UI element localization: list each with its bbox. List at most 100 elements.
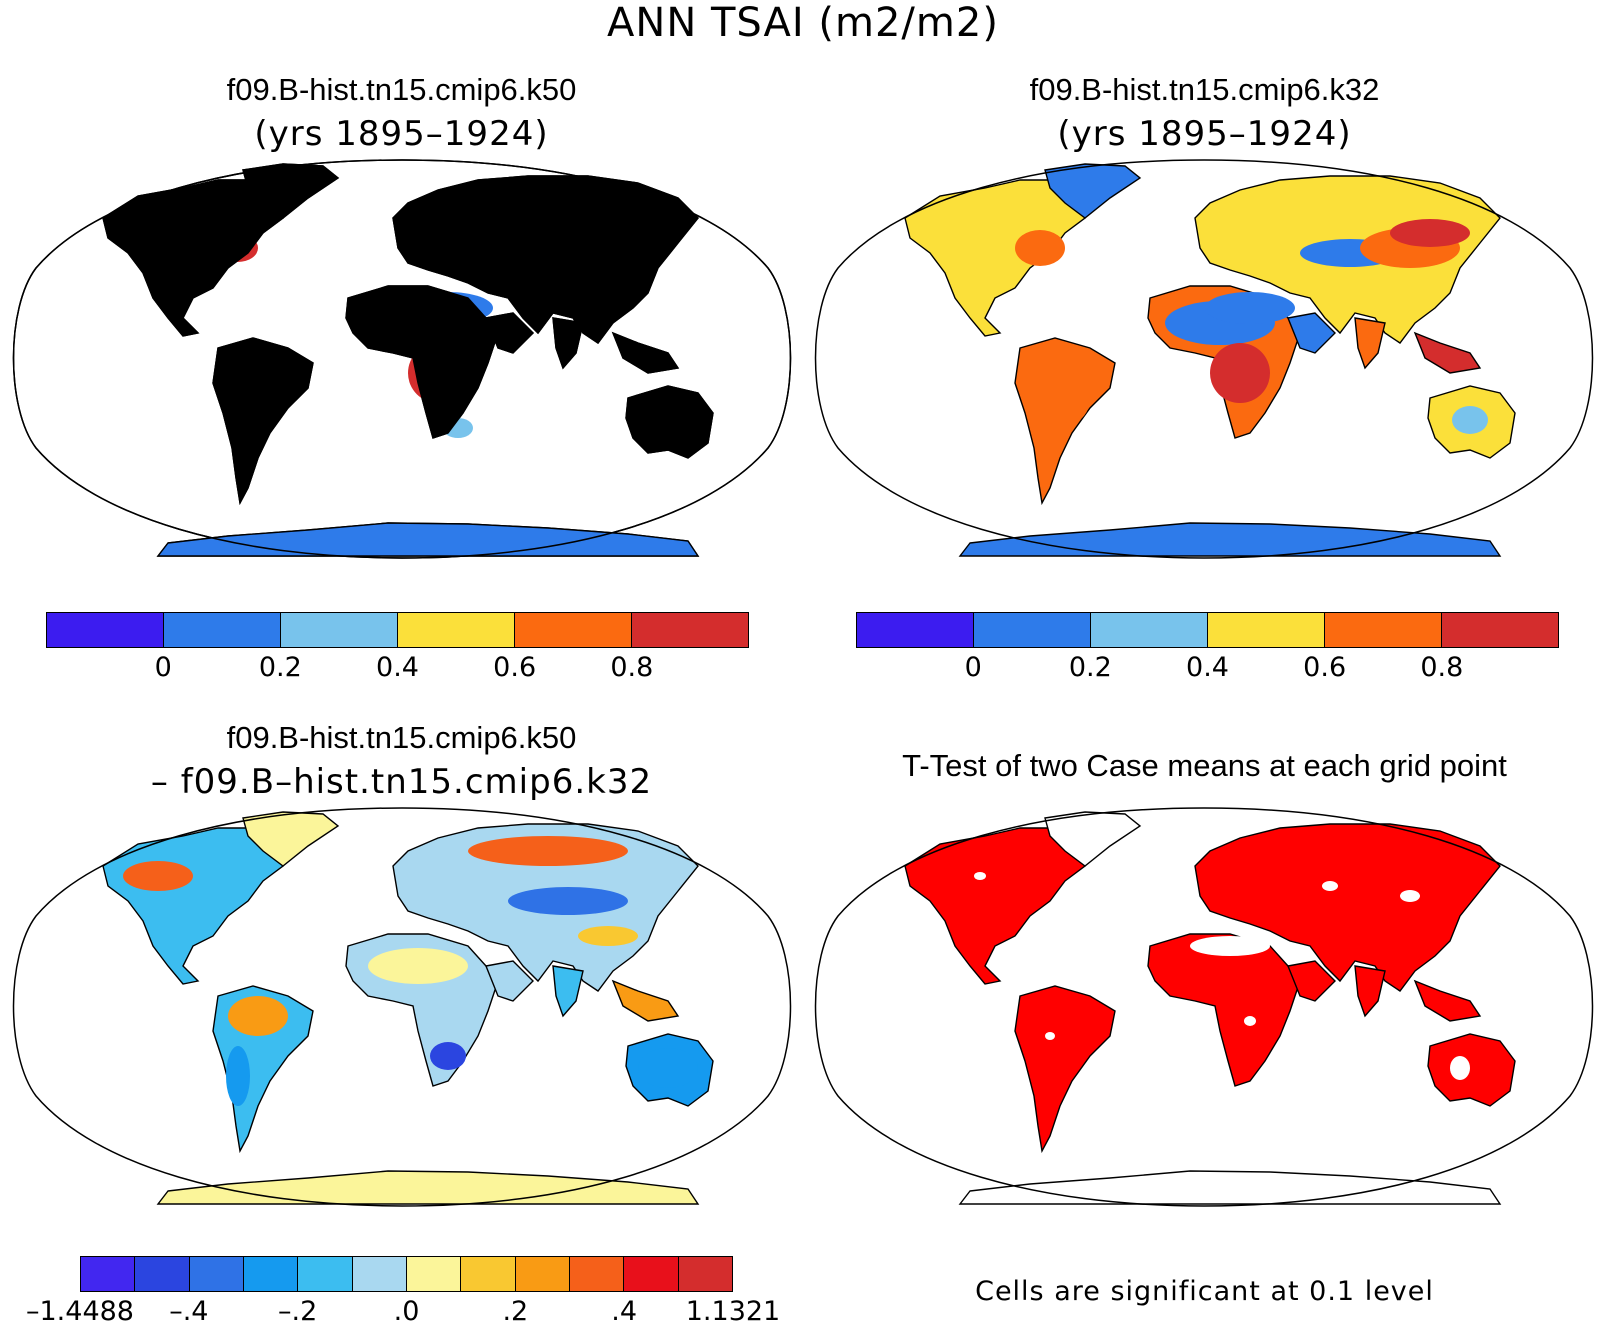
colorbar-tick-label: 0 [964, 652, 982, 683]
map-frame [12, 807, 792, 1207]
colorbar-k50 [46, 612, 749, 648]
colorbar-swatch [352, 1257, 407, 1291]
colorbar-swatch [398, 613, 515, 647]
colorbar-diff [80, 1256, 733, 1292]
colorbar-swatch [569, 1257, 625, 1291]
colorbar-tick-label: 0.8 [610, 652, 654, 683]
panel-k50-title: f09.B-hist.tn15.cmip6.k50 [226, 72, 577, 107]
ttest-antarctica [958, 1170, 1502, 1205]
colorbar-tick-label: 0.4 [1186, 652, 1229, 683]
panel-k32-title: f09.B-hist.tn15.cmip6.k32 [1029, 72, 1380, 107]
colorbar-swatch [406, 1257, 462, 1291]
colorbar-swatch [1442, 613, 1558, 647]
colorbar-tick-label: 0 [154, 652, 172, 683]
ttest-shading [974, 872, 986, 880]
colorbar-tick-label: 0.6 [1303, 652, 1347, 683]
colorbar-swatch [857, 613, 974, 647]
k32-namerica [904, 179, 1096, 337]
colorbar-swatch [189, 1257, 244, 1291]
colorbar-swatch [47, 613, 164, 647]
ttest-seasia [1413, 979, 1482, 1022]
colorbar-swatch [461, 1257, 516, 1291]
k32-shading [1050, 373, 1090, 423]
colorbar-swatch [281, 613, 398, 647]
ttest-shading [1190, 936, 1270, 956]
colorbar-swatch [1208, 613, 1325, 647]
map-ttest [814, 807, 1594, 1207]
k50-outline-namerica [102, 179, 294, 337]
colorbar-swatch [515, 613, 632, 647]
ttest-samerica [1014, 985, 1116, 1154]
k32-antarctica [958, 522, 1502, 557]
map-k50 [12, 159, 792, 559]
colorbar-tick-label: 0.8 [1420, 652, 1464, 683]
k32-shading [1205, 292, 1295, 324]
colorbar-tick-label: 0.2 [258, 652, 302, 683]
panel-diff-title: f09.B-hist.tn15.cmip6.k50 [226, 720, 577, 755]
colorbar-swatch [632, 613, 748, 647]
ttest-shading [1450, 1056, 1470, 1080]
panel-k50-subtitle: (yrs 1895–1924) [254, 114, 549, 154]
colorbar-k32 [856, 612, 1559, 648]
ttest-india [1354, 965, 1386, 1018]
ttest-shading [1045, 1032, 1055, 1040]
k50-outline-arabia [485, 312, 534, 354]
diff-antarctica [156, 1170, 700, 1205]
panel-ttest-title: T-Test of two Case means at each grid po… [902, 748, 1507, 783]
colorbar-swatch [164, 613, 281, 647]
diff-shading [123, 861, 193, 891]
k32-india [1354, 317, 1386, 370]
k50-outline-australia [625, 385, 714, 459]
colorbar-tick-label: –.2 [278, 1296, 318, 1327]
ttest-arabia [1287, 960, 1336, 1002]
ttest-shading [1400, 890, 1420, 902]
k50-outline-antarctica [156, 522, 700, 557]
colorbar-tick-label: 0.2 [1068, 652, 1112, 683]
colorbar-tick-label: .2 [502, 1296, 529, 1327]
ttest-shading [1244, 1016, 1256, 1026]
k50-outline-seasia [611, 331, 680, 374]
colorbar-tick-label: .0 [393, 1296, 420, 1327]
k50-outline-india [552, 317, 584, 370]
colorbar-swatch [974, 613, 1091, 647]
k50-outline-samerica [212, 337, 314, 506]
diff-shading [228, 996, 288, 1036]
diff-shading [430, 1042, 466, 1070]
diff-shading [226, 1046, 250, 1106]
panel-k32-subtitle: (yrs 1895–1924) [1057, 114, 1352, 154]
figure-title: ANN TSAI (m2/m2) [607, 0, 999, 46]
colorbar-tick-label: –1.4488 [26, 1296, 134, 1327]
k32-seasia [1413, 331, 1482, 374]
map-frame [814, 159, 1594, 559]
colorbar-tick-label: 1.1321 [685, 1296, 781, 1327]
k32-shading [1015, 230, 1065, 266]
diff-arabia [485, 960, 534, 1002]
colorbar-swatch [135, 1257, 190, 1291]
colorbar-tick-label: 0.4 [376, 652, 419, 683]
colorbar-tick-label: 0.6 [493, 652, 537, 683]
map-frame [12, 159, 792, 559]
map-frame [814, 807, 1594, 1207]
k50-outline-africa [345, 285, 499, 439]
ttest-namerica [904, 827, 1096, 985]
colorbar-swatch [298, 1257, 353, 1291]
colorbar-swatch [678, 1257, 732, 1291]
k32-shading [1210, 343, 1270, 403]
diff-india [552, 965, 584, 1018]
colorbar-swatch [243, 1257, 299, 1291]
k32-arabia [1287, 312, 1336, 354]
ttest-australia [1427, 1033, 1516, 1107]
panel-diff-subtitle: – f09.B–hist.tn15.cmip6.k32 [150, 762, 653, 802]
colorbar-swatch [1325, 613, 1442, 647]
diff-shading [508, 887, 628, 915]
diff-shading [638, 1048, 698, 1088]
k32-shading [1390, 219, 1470, 247]
colorbar-swatch [515, 1257, 570, 1291]
k32-shading [1452, 406, 1488, 434]
colorbar-swatch [81, 1257, 136, 1291]
significance-note: Cells are significant at 0.1 level [975, 1276, 1434, 1307]
diff-shading [578, 926, 638, 946]
diff-shading [468, 836, 628, 866]
ttest-eurasia [1194, 823, 1501, 992]
colorbar-swatch [1091, 613, 1208, 647]
